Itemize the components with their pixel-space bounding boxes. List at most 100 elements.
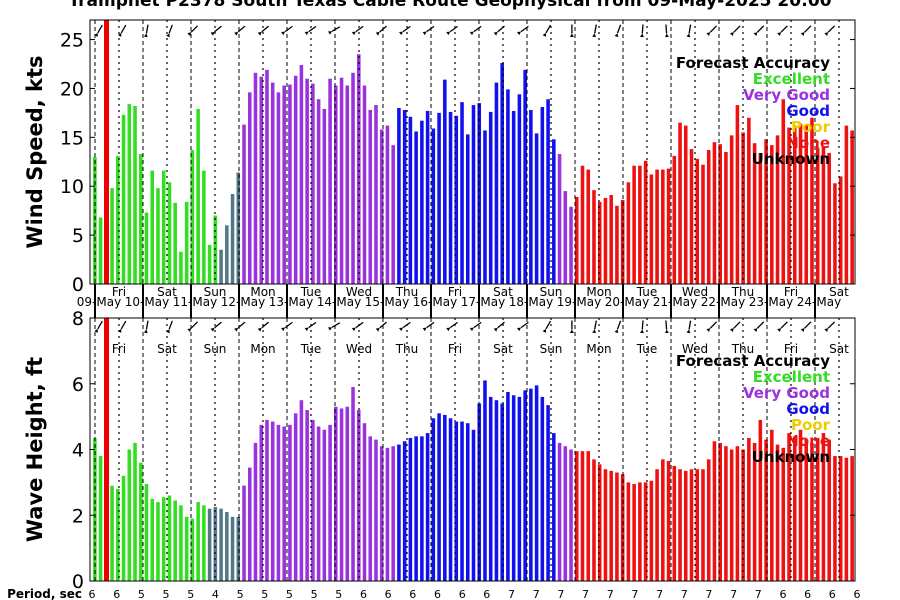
data-bar [563,446,568,581]
data-bar [420,120,424,285]
data-bar [414,131,418,284]
wind-direction-arrow [402,321,411,329]
day-name-label: Fri [448,342,462,356]
chart-title: Tramphet P2378 South Texas Cable Route G… [68,0,831,11]
day-name-label: Wed [682,285,708,299]
data-bar [351,387,355,581]
y-tick-label: 15 [60,127,84,149]
wind-arrow-head [706,328,711,333]
day-name-label: Mon [250,285,275,299]
data-bar [488,111,493,284]
wind-direction-arrow [190,321,199,329]
day-name-label: Sun [540,342,563,356]
wind-arrow-head [592,329,596,334]
legend-heading: Forecast Accuracy [676,352,830,370]
data-bar [454,421,459,581]
data-bar [247,467,252,581]
data-bar [810,117,814,284]
wind-arrow-head [234,31,239,36]
legend-item-poor: Poor [791,118,831,136]
wind-direction-arrow [308,25,317,33]
data-bar [580,165,585,284]
wind-arrow-head [542,32,547,37]
data-bar [270,421,275,581]
data-bar [293,413,298,581]
data-bar [483,130,487,284]
wind-direction-arrow [733,25,741,33]
data-bar [626,482,631,582]
data-bar [586,169,591,284]
wind-direction-arrow [520,25,529,33]
date-label: 16-May [413,295,457,309]
data-bar [718,442,722,581]
data-bar [138,153,143,284]
data-bar [649,480,654,581]
period-value: 7 [705,588,712,600]
data-bar [712,441,717,581]
data-bar [116,488,120,581]
data-bar [827,439,831,581]
wind-direction-arrow [120,24,127,34]
data-bar [322,429,327,581]
legend-item-none: None [786,134,830,152]
wind-arrow-head [493,31,498,36]
wind-arrow-head [94,328,98,333]
data-bar [672,465,677,581]
data-bar [557,153,562,284]
wind-direction-arrow [355,321,364,329]
data-bar [838,456,843,581]
data-bar [764,139,768,284]
wind-arrow-head [94,32,98,37]
data-bar [316,426,321,581]
data-bar [270,82,275,284]
wind-arrow-head [257,327,262,332]
data-bar [196,502,200,581]
data-bar [689,469,694,581]
legend-item-very-good: Very Good [743,384,830,402]
wind-direction-arrow [145,24,149,34]
data-bar [534,133,539,284]
data-bar [402,441,407,581]
wind-direction-arrow [261,321,270,329]
wind-direction-arrow [756,321,765,329]
data-bar [695,158,700,284]
legend-item-unknown: Unknown [752,150,830,168]
data-bar [121,475,126,581]
data-bar [678,122,682,284]
data-bar [483,380,487,581]
data-bar [643,482,648,582]
wind-arrow-head [517,31,522,36]
wind-direction-arrow [688,320,692,330]
data-bar [552,139,556,284]
data-bar [190,518,195,581]
data-bar [787,433,791,581]
data-bar [311,83,315,284]
data-bar [620,199,625,284]
data-bar [844,457,849,581]
data-bar [597,464,602,581]
y-tick-label: 8 [72,308,84,330]
day-name-label: Sun [540,285,563,299]
wind-arrow-head [753,328,758,333]
data-bar [540,107,545,285]
wind-direction-arrow [449,25,458,33]
wind-arrow-head [143,33,148,38]
data-bar [213,507,218,581]
wind-arrow-head [640,329,644,334]
period-value: 7 [607,588,614,600]
data-bar [265,419,269,581]
data-bar [781,99,786,284]
wind-direction-arrow [449,321,458,329]
data-bar [655,469,659,581]
wind-arrow-head [117,32,122,37]
data-bar [615,472,619,581]
wind-direction-arrow [473,321,482,329]
wind-arrow-head [399,327,404,332]
wind-direction-arrow [780,25,788,33]
period-value: 6 [483,588,490,600]
data-bar [500,63,504,284]
wind-direction-arrow [237,321,246,329]
wind-arrow-head [665,329,669,334]
data-bar [110,485,114,581]
